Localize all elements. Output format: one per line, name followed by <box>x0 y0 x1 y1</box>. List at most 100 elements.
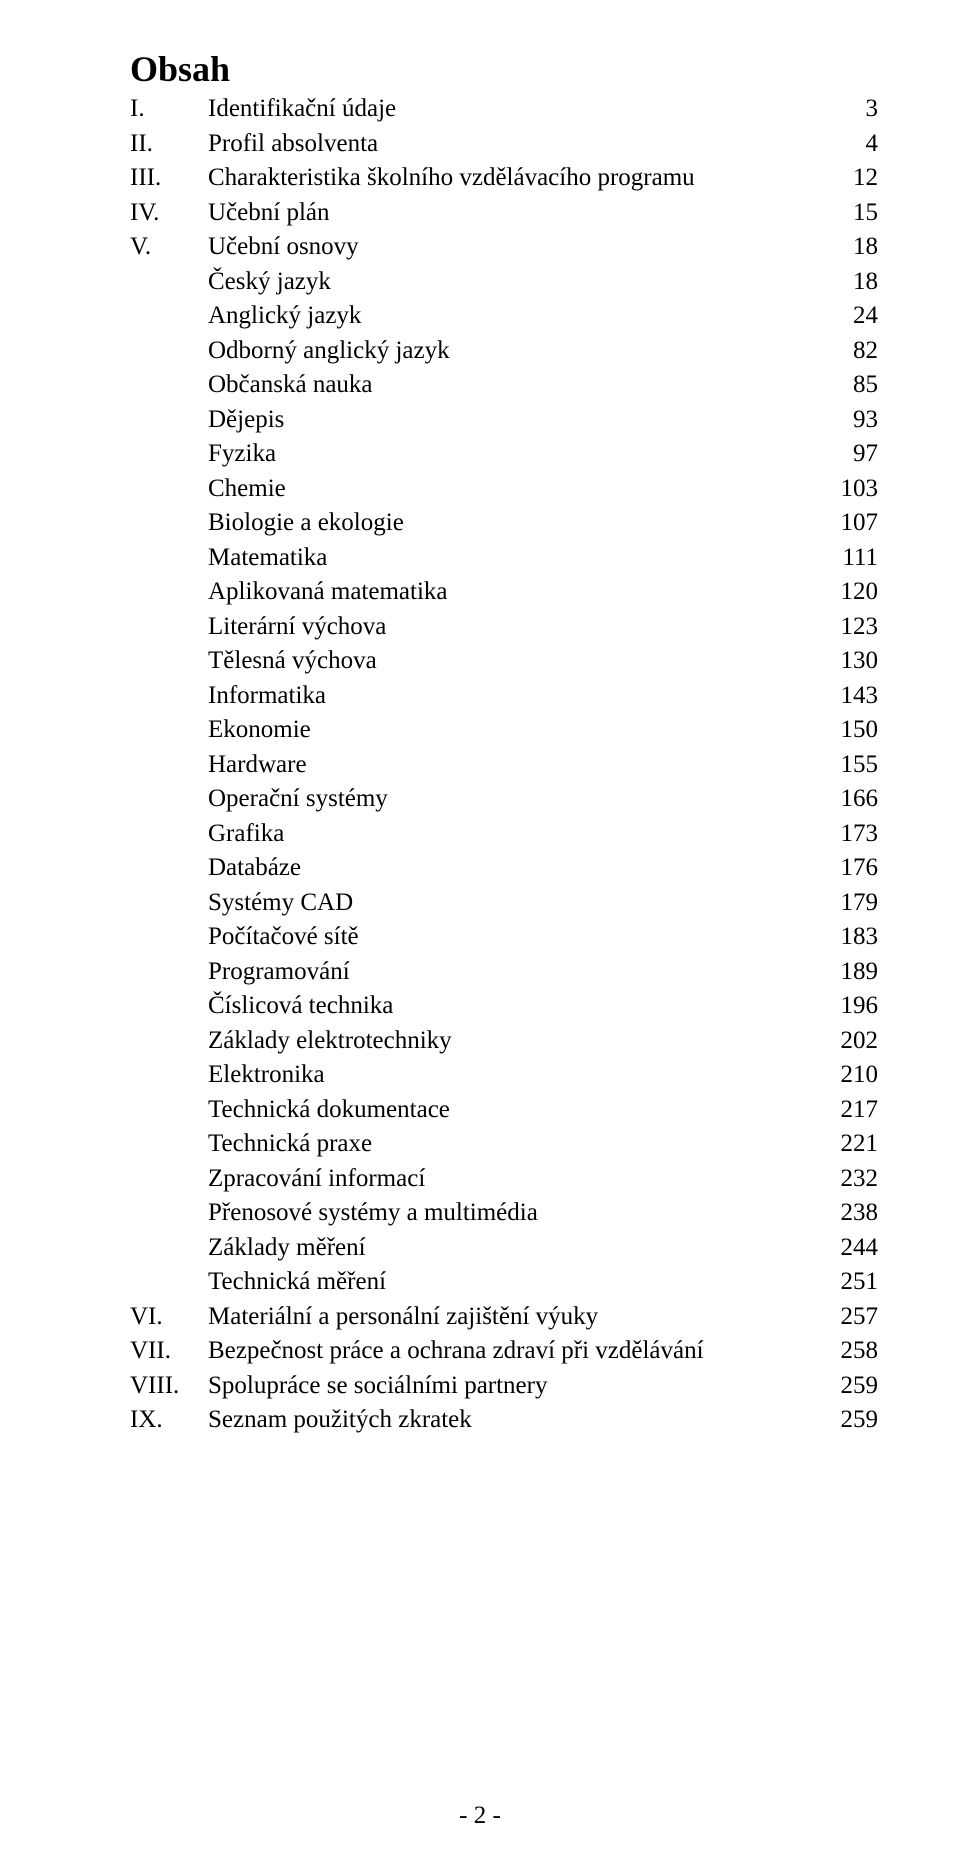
toc-list: I.Identifikační údaje3II.Profil absolven… <box>130 92 878 1438</box>
toc-row: Chemie103 <box>130 472 878 507</box>
toc-title: Tělesná výchova <box>208 644 812 679</box>
toc-title: Bezpečnost práce a ochrana zdraví při vz… <box>208 1334 812 1369</box>
toc-roman: III. <box>130 161 208 196</box>
toc-title: Materiální a personální zajištění výuky <box>208 1300 812 1335</box>
toc-title: Číslicová technika <box>208 989 812 1024</box>
toc-row: Základy měření244 <box>130 1231 878 1266</box>
toc-title: Ekonomie <box>208 713 812 748</box>
toc-title: Spolupráce se sociálními partnery <box>208 1369 812 1404</box>
toc-roman <box>130 299 208 334</box>
toc-row: Odborný anglický jazyk82 <box>130 334 878 369</box>
toc-page: 179 <box>812 886 878 921</box>
toc-title: Biologie a ekologie <box>208 506 812 541</box>
toc-page: 15 <box>812 196 878 231</box>
toc-title: Technická dokumentace <box>208 1093 812 1128</box>
toc-roman <box>130 817 208 852</box>
toc-roman <box>130 1196 208 1231</box>
toc-roman <box>130 1024 208 1059</box>
toc-page: 130 <box>812 644 878 679</box>
toc-roman <box>130 679 208 714</box>
toc-row: Technická dokumentace217 <box>130 1093 878 1128</box>
toc-title: Základy měření <box>208 1231 812 1266</box>
toc-heading: Obsah <box>130 48 878 90</box>
toc-row: Literární výchova123 <box>130 610 878 645</box>
toc-page: 217 <box>812 1093 878 1128</box>
toc-row: Anglický jazyk24 <box>130 299 878 334</box>
toc-title: Seznam použitých zkratek <box>208 1403 812 1438</box>
toc-page: 238 <box>812 1196 878 1231</box>
toc-page: 18 <box>812 265 878 300</box>
toc-row: Elektronika210 <box>130 1058 878 1093</box>
toc-row: Přenosové systémy a multimédia238 <box>130 1196 878 1231</box>
toc-page: 202 <box>812 1024 878 1059</box>
toc-page: 3 <box>812 92 878 127</box>
toc-roman <box>130 541 208 576</box>
toc-row: Dějepis93 <box>130 403 878 438</box>
toc-page: 93 <box>812 403 878 438</box>
toc-row: Informatika143 <box>130 679 878 714</box>
toc-row: IV.Učební plán15 <box>130 196 878 231</box>
toc-page: 196 <box>812 989 878 1024</box>
toc-page: 258 <box>812 1334 878 1369</box>
toc-page: 259 <box>812 1403 878 1438</box>
toc-title: Odborný anglický jazyk <box>208 334 812 369</box>
toc-roman <box>130 920 208 955</box>
toc-title: Matematika <box>208 541 812 576</box>
toc-title: Profil absolventa <box>208 127 812 162</box>
toc-page: 120 <box>812 575 878 610</box>
toc-roman <box>130 644 208 679</box>
toc-roman <box>130 989 208 1024</box>
toc-roman <box>130 1058 208 1093</box>
toc-title: Elektronika <box>208 1058 812 1093</box>
toc-page: 12 <box>812 161 878 196</box>
toc-roman <box>130 1231 208 1266</box>
toc-row: III.Charakteristika školního vzdělávacíh… <box>130 161 878 196</box>
toc-page: 85 <box>812 368 878 403</box>
toc-roman <box>130 610 208 645</box>
toc-roman <box>130 506 208 541</box>
toc-roman: I. <box>130 92 208 127</box>
toc-roman <box>130 403 208 438</box>
toc-roman <box>130 575 208 610</box>
toc-row: V.Učební osnovy18 <box>130 230 878 265</box>
toc-roman <box>130 265 208 300</box>
toc-row: Ekonomie150 <box>130 713 878 748</box>
toc-title: Databáze <box>208 851 812 886</box>
toc-title: Informatika <box>208 679 812 714</box>
toc-roman <box>130 713 208 748</box>
toc-title: Aplikovaná matematika <box>208 575 812 610</box>
toc-page: 189 <box>812 955 878 990</box>
toc-title: Občanská nauka <box>208 368 812 403</box>
toc-page: 24 <box>812 299 878 334</box>
toc-page: 107 <box>812 506 878 541</box>
toc-title: Učební osnovy <box>208 230 812 265</box>
toc-title: Český jazyk <box>208 265 812 300</box>
toc-title: Zpracování informací <box>208 1162 812 1197</box>
toc-row: Aplikovaná matematika120 <box>130 575 878 610</box>
toc-page: 97 <box>812 437 878 472</box>
toc-roman <box>130 437 208 472</box>
toc-roman <box>130 1162 208 1197</box>
toc-page: 4 <box>812 127 878 162</box>
toc-row: Technická měření251 <box>130 1265 878 1300</box>
toc-row: I.Identifikační údaje3 <box>130 92 878 127</box>
toc-page: 18 <box>812 230 878 265</box>
toc-title: Identifikační údaje <box>208 92 812 127</box>
toc-row: Zpracování informací232 <box>130 1162 878 1197</box>
toc-page: 244 <box>812 1231 878 1266</box>
toc-page: 259 <box>812 1369 878 1404</box>
toc-title: Počítačové sítě <box>208 920 812 955</box>
toc-title: Hardware <box>208 748 812 783</box>
toc-row: Operační systémy166 <box>130 782 878 817</box>
toc-roman <box>130 334 208 369</box>
toc-title: Přenosové systémy a multimédia <box>208 1196 812 1231</box>
toc-row: Biologie a ekologie107 <box>130 506 878 541</box>
toc-roman <box>130 472 208 507</box>
toc-title: Technická měření <box>208 1265 812 1300</box>
toc-row: Počítačové sítě183 <box>130 920 878 955</box>
toc-title: Učební plán <box>208 196 812 231</box>
toc-page: 176 <box>812 851 878 886</box>
toc-page: 232 <box>812 1162 878 1197</box>
toc-row: Programování189 <box>130 955 878 990</box>
toc-row: Základy elektrotechniky202 <box>130 1024 878 1059</box>
